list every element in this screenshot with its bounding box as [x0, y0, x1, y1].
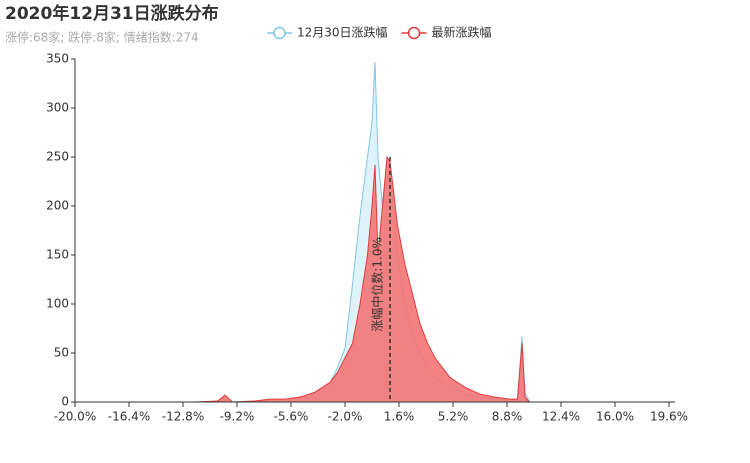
legend-marker — [273, 26, 286, 40]
legend-marker — [407, 26, 421, 40]
area-fill — [75, 157, 675, 402]
x-tick-label: -2.0% — [328, 410, 363, 424]
x-tick-label: -5.6% — [274, 410, 309, 424]
x-tick-label: -9.2% — [220, 410, 255, 424]
median-label: 涨幅中位数:1.0% — [370, 237, 385, 332]
y-tick-label: 300 — [46, 101, 69, 115]
chart-subtitle: 涨停:68家; 跌停:8家; 情绪指数:274 — [5, 30, 199, 45]
x-tick-label: 19.6% — [650, 410, 688, 424]
x-tick-label: 8.8% — [492, 410, 523, 424]
y-tick-label: 50 — [54, 346, 69, 360]
y-tick-label: 100 — [46, 297, 69, 311]
x-tick-label: -12.8% — [162, 410, 204, 424]
y-tick-label: 0 — [61, 395, 69, 409]
x-tick-label: -16.4% — [108, 410, 150, 424]
legend-label: 最新涨跌幅 — [432, 25, 492, 40]
y-tick-label: 200 — [46, 199, 69, 213]
legend-label: 12月30日涨跌幅 — [297, 25, 388, 40]
y-tick-label: 150 — [46, 248, 69, 262]
x-tick-label: 1.6% — [384, 410, 415, 424]
y-tick-label: 350 — [46, 52, 69, 66]
y-tick-label: 250 — [46, 150, 69, 164]
x-tick-label: 12.4% — [542, 410, 580, 424]
x-tick-label: -20.0% — [54, 410, 96, 424]
x-tick-label: 5.2% — [438, 410, 469, 424]
area-line — [75, 155, 675, 403]
chart-title: 2020年12月31日涨跌分布 — [5, 3, 219, 24]
x-tick-label: 16.0% — [596, 410, 634, 424]
